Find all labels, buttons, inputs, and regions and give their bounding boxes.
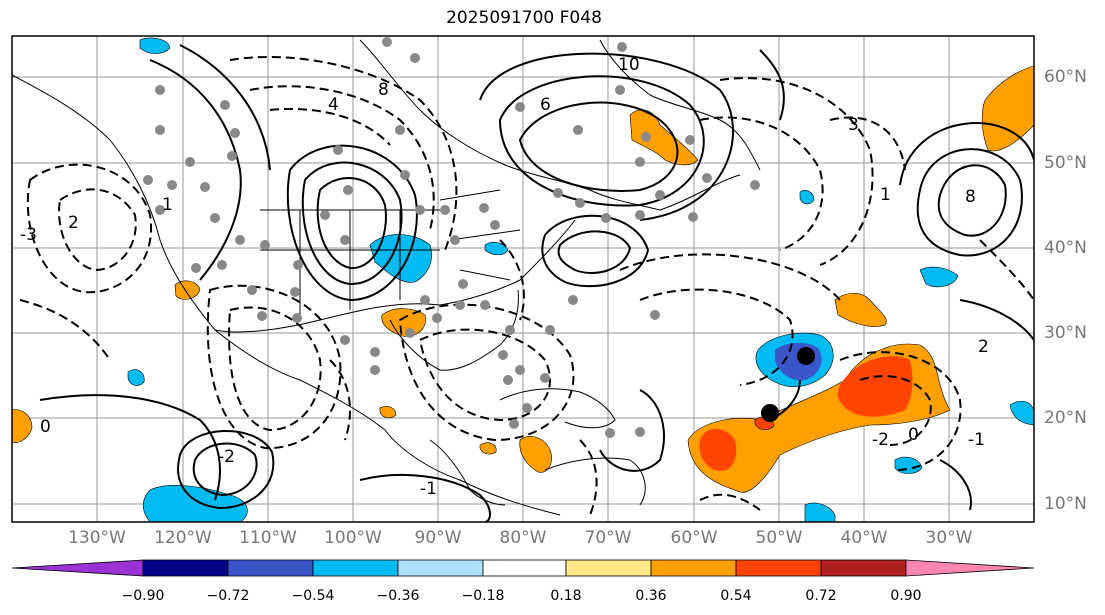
dashed-contours [19, 55, 1034, 516]
colorbar-segment [820, 559, 907, 577]
colorbar-tick-label: 0.18 [550, 588, 582, 604]
colorbar [11, 559, 1035, 577]
contour-label: 2 [978, 337, 989, 357]
longitude-label: 80°W [499, 528, 547, 548]
contour-label: 6 [540, 95, 551, 115]
colorbar-tick-label: −0.36 [376, 588, 420, 604]
contour-label: -3 [20, 225, 37, 245]
latitude-label: 20°N [1044, 408, 1087, 428]
contour-label: 3 [848, 115, 859, 135]
contour-label: -2 [872, 430, 889, 450]
longitude-label: 40°W [840, 528, 888, 548]
storm-markers [761, 347, 815, 422]
colorbar-segment [142, 559, 229, 577]
contour-label: -1 [968, 430, 985, 450]
graticule [12, 36, 1034, 522]
longitude-label: 120°W [154, 528, 212, 548]
colorbar-segment [227, 559, 314, 577]
contour-label: 1 [880, 185, 891, 205]
colorbar-segment [397, 559, 484, 577]
station-dots [143, 37, 760, 438]
colorbar-segment [482, 559, 567, 577]
colorbar-tick-label: −0.18 [461, 588, 505, 604]
latitude-label: 10°N [1044, 494, 1087, 514]
colorbar-tick-label: 0.36 [635, 588, 667, 604]
latitude-label: 60°N [1044, 67, 1087, 87]
contour-label: -2 [218, 447, 235, 467]
latitude-label: 40°N [1044, 238, 1087, 258]
map-border [11, 35, 1035, 523]
colorbar-segment [565, 559, 652, 577]
colorbar-extend-high [905, 559, 1035, 577]
longitude-label: 70°W [584, 528, 632, 548]
colorbar-tick-label: −0.90 [121, 588, 165, 604]
colorbar-tick-label: 0.72 [805, 588, 837, 604]
colorbar-tick-label: −0.72 [206, 588, 250, 604]
contour-label: -1 [420, 479, 437, 499]
solid-contours [39, 44, 1034, 522]
latitude-label: 30°N [1044, 323, 1087, 343]
longitude-label: 100°W [324, 528, 382, 548]
colorbar-tick-label: −0.54 [291, 588, 335, 604]
map-title: 2025091700 F048 [446, 8, 602, 28]
contour-label: 2 [68, 213, 79, 233]
longitude-label: 30°W [925, 528, 973, 548]
colorbar-extend-low [11, 559, 144, 577]
contour-label: 4 [328, 95, 339, 115]
contour-label-layer: 10 8 6 4 3 2 1 0 -1 -2 -3 8 2 1 0 -1 -2 [20, 55, 989, 499]
longitude-label: 110°W [239, 528, 297, 548]
contour-label: 0 [908, 425, 919, 445]
contour-label: 8 [965, 187, 976, 207]
contour-label: 10 [618, 55, 640, 75]
colorbar-segment [650, 559, 737, 577]
colorbar-tick-label: 0.54 [720, 588, 752, 604]
longitude-label: 50°W [755, 528, 803, 548]
latitude-label: 50°N [1044, 153, 1087, 173]
longitude-label: 90°W [414, 528, 462, 548]
colorbar-tick-label: 0.90 [890, 588, 922, 604]
coastlines [12, 39, 761, 516]
longitude-label: 60°W [670, 528, 718, 548]
contour-label: 1 [162, 195, 173, 215]
colorbar-segment [312, 559, 399, 577]
contour-label: 8 [378, 80, 389, 100]
colorbar-segment [735, 559, 822, 577]
contour-label: 0 [40, 417, 51, 437]
longitude-label: 130°W [68, 528, 126, 548]
